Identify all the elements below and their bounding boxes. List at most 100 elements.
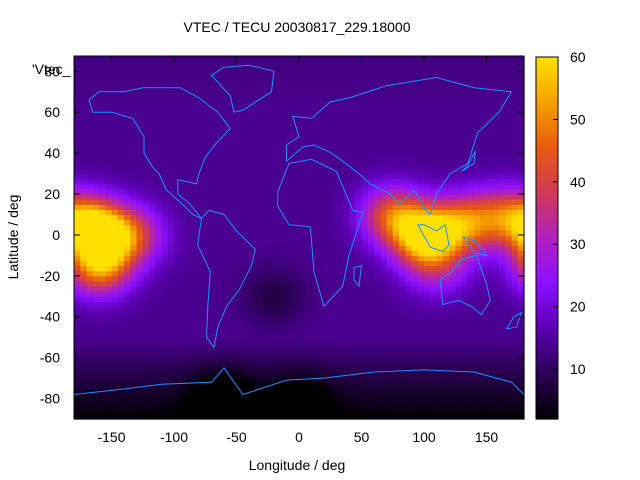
heatmap-cell bbox=[192, 275, 200, 282]
heatmap-cell bbox=[399, 337, 406, 343]
heatmap-cell bbox=[424, 296, 431, 303]
heatmap-cell bbox=[417, 234, 425, 241]
heatmap-cell bbox=[486, 163, 494, 170]
heatmap-cell bbox=[311, 122, 319, 129]
heatmap-cell bbox=[492, 178, 500, 185]
heatmap-cell bbox=[105, 209, 113, 216]
heatmap-cell bbox=[111, 275, 119, 282]
heatmap-cell bbox=[286, 326, 294, 333]
heatmap-cell bbox=[130, 214, 138, 221]
heatmap-cell bbox=[267, 337, 275, 343]
heatmap-cell bbox=[167, 352, 175, 359]
heatmap-cell bbox=[211, 117, 219, 124]
heatmap-cell bbox=[455, 326, 463, 333]
heatmap-cell bbox=[130, 311, 138, 318]
heatmap-cell bbox=[474, 76, 481, 83]
heatmap-cell bbox=[367, 280, 375, 287]
heatmap-cell bbox=[167, 229, 175, 236]
heatmap-cell bbox=[274, 209, 281, 216]
heatmap-cell bbox=[417, 158, 425, 164]
heatmap-cell bbox=[492, 91, 500, 98]
heatmap-cell bbox=[292, 158, 300, 164]
heatmap-cell bbox=[167, 326, 175, 333]
heatmap-cell bbox=[349, 148, 356, 154]
heatmap-cell bbox=[111, 76, 119, 83]
heatmap-cell bbox=[405, 265, 413, 272]
heatmap-cell bbox=[399, 163, 406, 170]
heatmap-cell bbox=[436, 229, 444, 236]
heatmap-cell bbox=[474, 265, 481, 272]
heatmap-cell bbox=[474, 306, 481, 313]
heatmap-cell bbox=[474, 148, 481, 154]
heatmap-cell bbox=[130, 280, 138, 287]
heatmap-cell bbox=[361, 260, 369, 267]
heatmap-cell bbox=[255, 286, 263, 292]
heatmap-cell bbox=[311, 286, 319, 292]
heatmap-cell bbox=[305, 107, 313, 113]
heatmap-cell bbox=[249, 137, 256, 144]
heatmap-cell bbox=[130, 378, 138, 384]
heatmap-cell bbox=[224, 296, 231, 303]
heatmap-cell bbox=[111, 219, 119, 226]
heatmap-cell bbox=[86, 199, 94, 205]
heatmap-cell bbox=[324, 117, 331, 124]
heatmap-cell bbox=[149, 234, 156, 241]
heatmap-cell bbox=[199, 132, 206, 139]
heatmap-cell bbox=[305, 326, 313, 333]
heatmap-cell bbox=[392, 250, 400, 256]
heatmap-cell bbox=[442, 194, 450, 200]
heatmap-cell bbox=[161, 372, 169, 379]
heatmap-cell bbox=[442, 393, 450, 400]
heatmap-cell bbox=[124, 61, 131, 67]
heatmap-cell bbox=[286, 71, 294, 78]
heatmap-cell bbox=[249, 265, 256, 272]
heatmap-cell bbox=[236, 76, 244, 83]
heatmap-cell bbox=[217, 347, 225, 354]
heatmap-cell bbox=[367, 296, 375, 303]
heatmap-cell bbox=[336, 362, 344, 369]
heatmap-cell bbox=[342, 316, 350, 323]
heatmap-cell bbox=[442, 188, 450, 195]
heatmap-cell bbox=[342, 326, 350, 333]
heatmap-cell bbox=[180, 66, 188, 72]
heatmap-cell bbox=[224, 301, 231, 308]
heatmap-cell bbox=[92, 188, 100, 195]
heatmap-cell bbox=[149, 316, 156, 323]
heatmap-cell bbox=[80, 326, 88, 333]
heatmap-cell bbox=[355, 306, 363, 313]
heatmap-cell bbox=[255, 117, 263, 124]
heatmap-cell bbox=[505, 270, 513, 277]
heatmap-cell bbox=[461, 117, 469, 124]
heatmap-cell bbox=[311, 408, 319, 415]
heatmap-cell bbox=[442, 306, 450, 313]
heatmap-cell bbox=[142, 214, 150, 221]
heatmap-cell bbox=[286, 296, 294, 303]
heatmap-cell bbox=[267, 413, 275, 420]
heatmap-cell bbox=[311, 357, 319, 364]
heatmap-cell bbox=[299, 132, 306, 139]
heatmap-cell bbox=[492, 255, 500, 262]
heatmap-cell bbox=[136, 280, 144, 287]
heatmap-cell bbox=[142, 127, 150, 134]
heatmap-cell bbox=[99, 112, 106, 118]
heatmap-cell bbox=[117, 403, 125, 410]
heatmap-cell bbox=[342, 270, 350, 277]
heatmap-cell bbox=[349, 102, 356, 108]
heatmap-cell bbox=[255, 250, 263, 256]
heatmap-cell bbox=[330, 270, 338, 277]
heatmap-cell bbox=[367, 81, 375, 88]
heatmap-cell bbox=[361, 321, 369, 328]
heatmap-cell bbox=[105, 332, 113, 338]
heatmap-cell bbox=[136, 357, 144, 364]
heatmap-cell bbox=[336, 112, 344, 118]
heatmap-cell bbox=[74, 76, 81, 83]
heatmap-cell bbox=[174, 219, 181, 226]
heatmap-cell bbox=[105, 127, 113, 134]
heatmap-cell bbox=[280, 260, 288, 267]
heatmap-cell bbox=[236, 342, 244, 349]
heatmap-cell bbox=[505, 158, 513, 164]
heatmap-cell bbox=[211, 183, 219, 190]
heatmap-cell bbox=[324, 96, 331, 103]
heatmap-cell bbox=[399, 296, 406, 303]
heatmap-cell bbox=[467, 337, 475, 343]
